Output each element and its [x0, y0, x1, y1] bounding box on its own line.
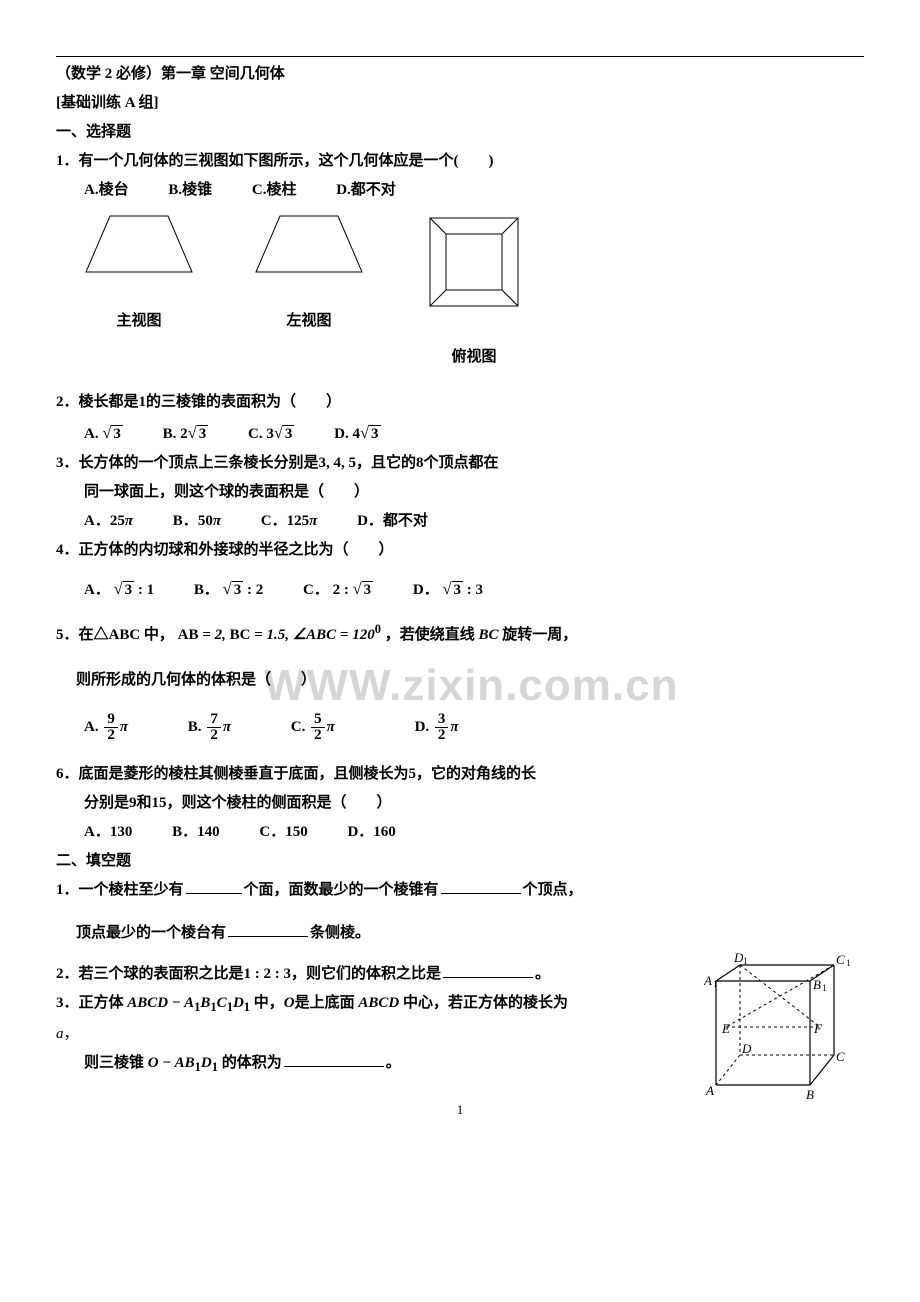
q5-opt-a: A. 92π: [84, 712, 128, 743]
q1-opt-d: D.都不对: [336, 177, 396, 204]
section-choice: 一、选择题: [56, 119, 864, 146]
q1-opt-c: C.棱柱: [252, 177, 297, 204]
q6-stem-line1: 6．底面是菱形的棱柱其侧棱垂直于底面，且侧棱长为5，它的对角线的长: [56, 761, 864, 788]
left-view-icon: [254, 212, 364, 276]
f1-blank2: [441, 878, 521, 894]
q2-options: A. √3 B. 2√3 C. 3√3 D. 4√3: [84, 418, 864, 448]
f2-line: 2．若三个球的表面积之比是1 : 2 : 3，则它们的体积之比是。: [56, 961, 864, 988]
q3-opt-c: C．125π: [261, 508, 318, 535]
chapter-title: （数学 2 必修）第一章 空间几何体: [56, 61, 864, 88]
q4-opt-c: C． 2 : √3: [303, 574, 373, 604]
q2-stem: 2．棱长都是1的三棱锥的表面积为（ ）: [56, 389, 864, 416]
q1-options: A.棱台 B.棱锥 C.棱柱 D.都不对: [84, 177, 864, 204]
q1-stem: 1．有一个几何体的三视图如下图所示，这个几何体应是一个( ): [56, 148, 864, 175]
section-fill: 二、填空题: [56, 848, 864, 875]
q4-opt-d: D． √3 : 3: [413, 574, 483, 604]
f1-line2: 顶点最少的一个棱台有条侧棱。: [76, 920, 864, 947]
f3-a: a，: [56, 1021, 864, 1048]
q5-opt-c: C. 52π: [291, 712, 335, 743]
q4-stem: 4．正方体的内切球和外接球的半径之比为（ ）: [56, 537, 864, 564]
q1-opt-b: B.棱锥: [168, 177, 212, 204]
q4-options: A． √3 : 1 B． √3 : 2 C． 2 : √3 D． √3 : 3: [84, 574, 864, 604]
top-view-icon: [424, 212, 524, 312]
left-view-label: 左视图: [254, 308, 364, 335]
page-number: 1: [56, 1098, 864, 1121]
q3-opt-d: D．都不对: [357, 508, 428, 535]
q1-figures: 主视图 左视图 俯视图: [84, 212, 864, 371]
q6-opt-a: A．130: [84, 819, 132, 846]
q5-stem-line1: 5．在△ABC 中， AB = 2, BC = 1.5, ∠ABC = 1200…: [56, 618, 864, 649]
top-view-label: 俯视图: [424, 344, 524, 371]
q6-stem-line2: 分别是9和15，则这个棱柱的侧面积是（ ）: [84, 790, 864, 817]
q5-opt-b: B. 72π: [188, 712, 231, 743]
q1-opt-a: A.棱台: [84, 177, 129, 204]
q2-opt-d: D. 4√3: [334, 418, 380, 448]
f3-line2: 则三棱锥 O − AB1D1 的体积为。: [84, 1050, 864, 1079]
f3-line1: 3．正方体 ABCD − A1B1C1D1 中，O是上底面 ABCD 中心，若正…: [56, 990, 864, 1019]
q3-opt-b: B．50π: [173, 508, 221, 535]
q5-opt-d: D. 32π: [415, 712, 459, 743]
f3-blank: [284, 1051, 384, 1067]
f1-blank3: [228, 921, 308, 937]
q6-options: A．130 B．140 C．150 D．160: [84, 819, 864, 846]
q6-opt-d: D．160: [347, 819, 395, 846]
f1-blank1: [186, 878, 242, 894]
q4-opt-a: A． √3 : 1: [84, 574, 154, 604]
q3-opt-a: A．25π: [84, 508, 133, 535]
q6-opt-c: C．150: [259, 819, 307, 846]
q4-opt-b: B． √3 : 2: [194, 574, 263, 604]
q5-stem-line2: 则所形成的几何体的体积是（ ）: [76, 667, 864, 694]
q5-options: A. 92π B. 72π C. 52π D. 32π: [84, 712, 864, 743]
front-view-label: 主视图: [84, 308, 194, 335]
q2-opt-b: B. 2√3: [163, 418, 209, 448]
q3-stem-line1: 3．长方体的一个顶点上三条棱长分别是3, 4, 5，且它的8个顶点都在: [56, 450, 864, 477]
front-view-icon: [84, 212, 194, 276]
q3-options: A．25π B．50π C．125π D．都不对: [84, 508, 864, 535]
q2-opt-a: A. √3: [84, 418, 123, 448]
q2-opt-c: C. 3√3: [248, 418, 294, 448]
top-rule: [56, 56, 864, 57]
q6-opt-b: B．140: [172, 819, 220, 846]
f2-blank: [443, 962, 533, 978]
f1-line1: 1．一个棱柱至少有个面，面数最少的一个棱锥有个顶点，: [56, 877, 864, 904]
q3-stem-line2: 同一球面上，则这个球的表面积是（ ）: [84, 479, 864, 506]
group-subtitle: [基础训练 A 组]: [56, 90, 864, 117]
